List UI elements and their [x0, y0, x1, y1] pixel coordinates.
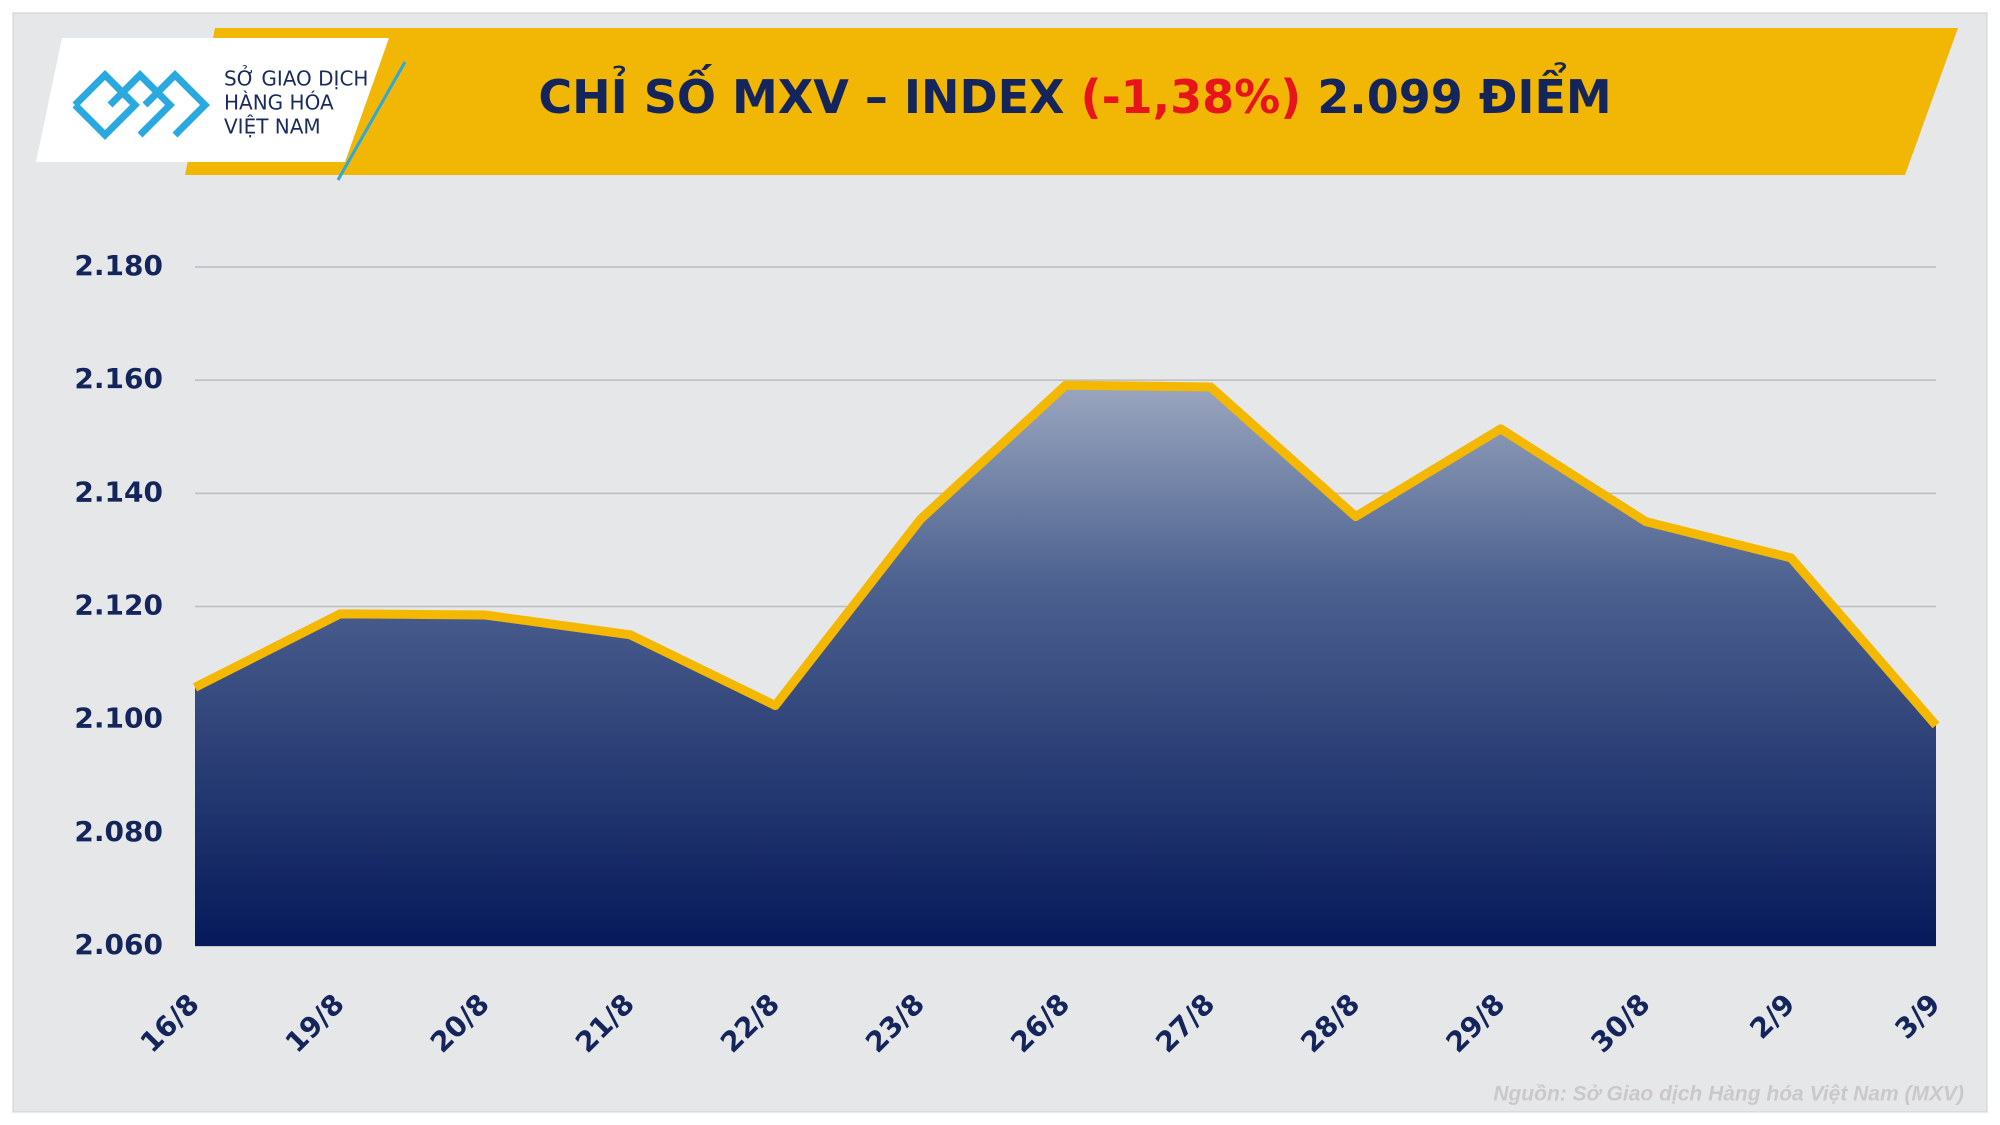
y-tick-label: 2.160	[74, 362, 163, 395]
y-tick-label: 2.060	[74, 928, 163, 961]
logo-box	[36, 38, 389, 162]
area	[195, 385, 1936, 946]
title-value: 2.099 ĐIỂM	[1317, 62, 1611, 124]
y-tick-label: 2.140	[74, 475, 163, 508]
logo-icon	[72, 70, 210, 140]
logo-text: HÀNG HÓA	[224, 91, 334, 115]
y-tick-label: 2.080	[74, 815, 163, 848]
logo-accent	[336, 61, 407, 181]
title-change: (-1,38%)	[1081, 70, 1302, 124]
y-tick-label: 2.180	[74, 249, 163, 282]
y-tick-label: 2.100	[74, 702, 163, 735]
line	[192, 380, 1940, 729]
logo-text: SỞ GIAO DỊCH	[224, 66, 368, 91]
logo-text: VIỆT NAM	[224, 115, 321, 139]
title-main: CHỈ SỐ MXV – INDEX	[538, 64, 1064, 124]
y-tick-label: 2.120	[74, 589, 163, 622]
chart-title: CHỈ SỐ MXV – INDEX (-1,38%) 2.099 ĐIỂM	[538, 62, 1611, 124]
source-note: Nguồn: Sở Giao dịch Hàng hóa Việt Nam (M…	[1493, 1083, 1964, 1106]
title-banner	[185, 28, 1958, 175]
